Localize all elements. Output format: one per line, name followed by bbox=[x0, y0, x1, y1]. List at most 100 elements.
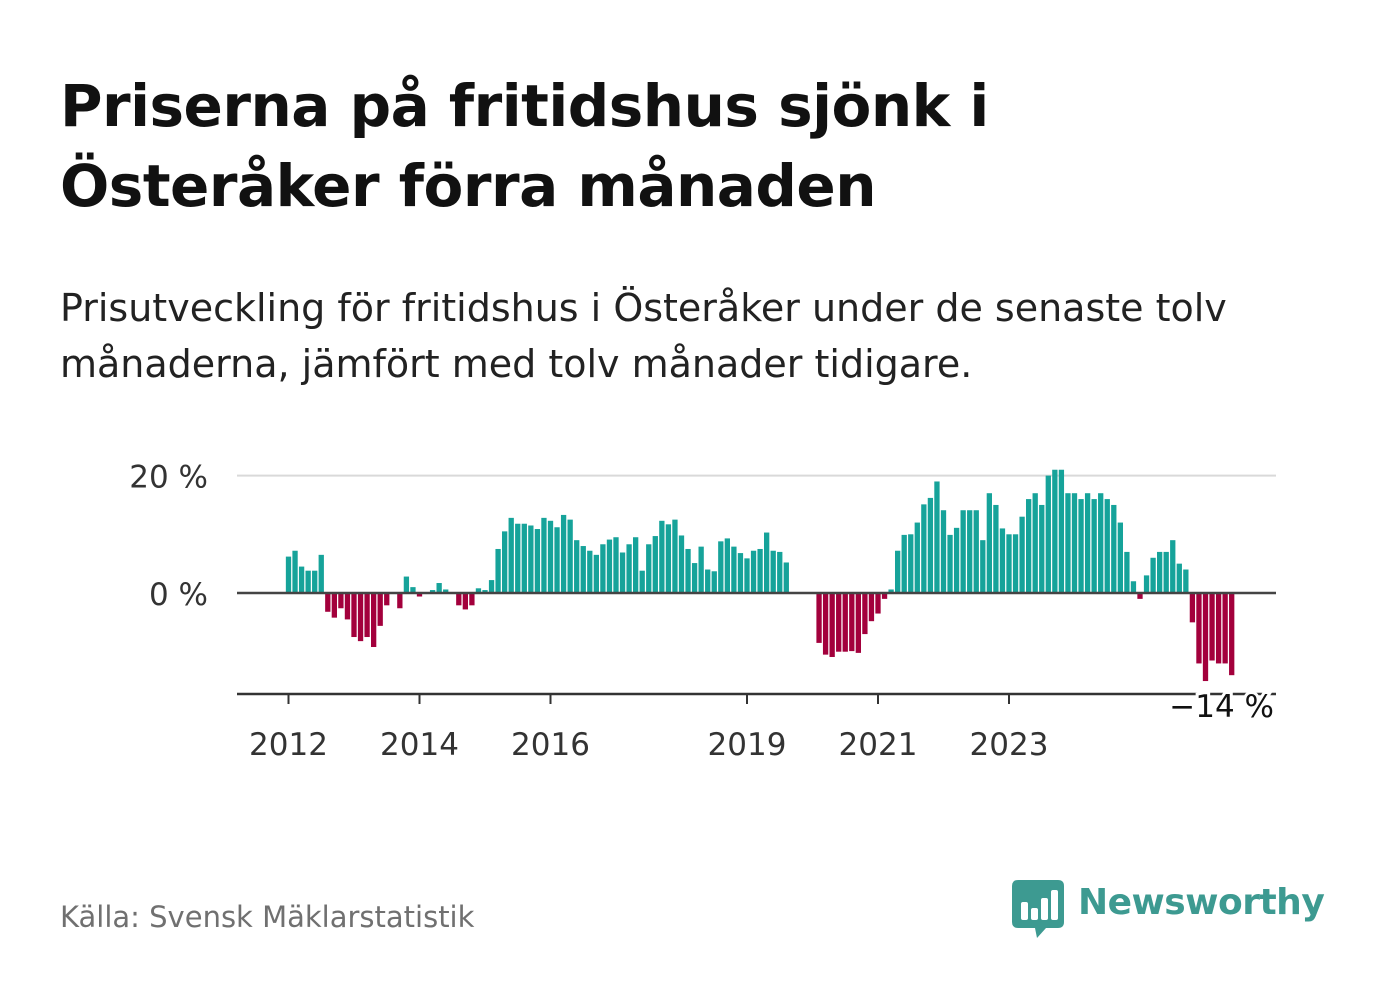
bar bbox=[646, 544, 652, 593]
bar bbox=[777, 551, 783, 593]
bar bbox=[770, 550, 776, 593]
bar bbox=[921, 504, 927, 593]
bar bbox=[515, 523, 521, 593]
bar bbox=[1130, 581, 1137, 593]
bar bbox=[1124, 551, 1130, 593]
bar bbox=[685, 548, 691, 593]
x-tick-label: 2016 bbox=[511, 727, 590, 763]
bar bbox=[462, 593, 468, 610]
bar bbox=[875, 593, 881, 614]
bar bbox=[1078, 499, 1084, 593]
bar bbox=[934, 481, 940, 593]
bar bbox=[672, 519, 678, 593]
x-tick-label: 2021 bbox=[839, 727, 918, 763]
y-tick-label: 20 % bbox=[129, 460, 208, 496]
bar bbox=[855, 593, 861, 653]
bar bbox=[757, 548, 763, 593]
x-tick-label: 2012 bbox=[249, 727, 328, 763]
bar bbox=[1111, 504, 1117, 593]
bar bbox=[469, 593, 475, 606]
bar bbox=[1045, 475, 1051, 593]
bar bbox=[1189, 593, 1196, 623]
bar bbox=[1150, 557, 1156, 593]
bar bbox=[1170, 540, 1176, 593]
bar bbox=[364, 593, 370, 638]
bar bbox=[705, 569, 711, 593]
bar bbox=[849, 593, 855, 652]
bar bbox=[410, 587, 416, 593]
bar bbox=[1026, 499, 1032, 593]
bar bbox=[560, 514, 567, 593]
bar bbox=[541, 517, 547, 593]
x-tick-label: 2019 bbox=[708, 727, 787, 763]
bar bbox=[842, 593, 848, 652]
bar bbox=[619, 552, 626, 593]
bar bbox=[1196, 593, 1202, 664]
bar bbox=[895, 550, 901, 593]
bar bbox=[665, 524, 672, 593]
newsworthy-brand[interactable]: Newsworthy bbox=[1010, 878, 1325, 940]
bar bbox=[1098, 493, 1104, 593]
bar bbox=[338, 593, 344, 609]
bar bbox=[1039, 504, 1045, 593]
bar bbox=[456, 593, 462, 606]
x-tick-label: 2014 bbox=[380, 727, 459, 763]
bar bbox=[285, 556, 292, 593]
bar bbox=[397, 593, 403, 609]
bar bbox=[495, 548, 501, 593]
bar bbox=[574, 540, 580, 593]
bar bbox=[600, 544, 606, 593]
bar bbox=[436, 583, 442, 593]
bar bbox=[1163, 551, 1169, 593]
last-value-label: −14 % bbox=[1169, 689, 1274, 725]
bar bbox=[351, 593, 357, 638]
bar bbox=[567, 519, 573, 593]
bar bbox=[967, 510, 973, 593]
bar bbox=[888, 589, 894, 593]
bar bbox=[626, 544, 632, 593]
x-tick-label: 2023 bbox=[970, 727, 1049, 763]
bar bbox=[1143, 575, 1150, 593]
bar bbox=[357, 593, 364, 642]
bar bbox=[331, 593, 337, 618]
bar bbox=[1012, 534, 1019, 593]
bar bbox=[691, 563, 698, 593]
bar bbox=[298, 566, 305, 593]
bar bbox=[384, 593, 390, 606]
bar bbox=[1058, 469, 1065, 593]
bar bbox=[305, 570, 311, 593]
bar bbox=[416, 593, 423, 597]
bar bbox=[1006, 534, 1012, 593]
bar bbox=[502, 531, 508, 593]
bar bbox=[633, 537, 639, 593]
bar bbox=[1052, 469, 1058, 593]
bar bbox=[1209, 593, 1215, 661]
bar bbox=[325, 593, 331, 612]
bar bbox=[475, 588, 482, 593]
bar bbox=[836, 593, 842, 652]
bar bbox=[606, 539, 613, 593]
bar bbox=[652, 536, 658, 593]
bar bbox=[862, 593, 868, 635]
bar bbox=[1215, 593, 1222, 664]
bar bbox=[1117, 522, 1123, 593]
bar bbox=[973, 510, 979, 593]
bar bbox=[318, 554, 324, 593]
brand-name: Newsworthy bbox=[1078, 881, 1325, 923]
bar bbox=[724, 538, 730, 593]
bar bbox=[914, 522, 920, 593]
bar bbox=[403, 576, 410, 593]
bar bbox=[764, 532, 770, 593]
bar bbox=[1157, 551, 1163, 593]
bar bbox=[547, 520, 554, 593]
bar bbox=[1176, 563, 1182, 593]
bar bbox=[521, 523, 527, 593]
bar bbox=[960, 510, 966, 593]
bar bbox=[822, 593, 829, 655]
y-tick-label: 0 % bbox=[149, 577, 208, 613]
page-title: Priserna på fritidshus sjönk i Österåker… bbox=[60, 72, 989, 220]
bar bbox=[377, 593, 383, 626]
source-note: Källa: Svensk Mäklarstatistik bbox=[60, 900, 475, 934]
bar bbox=[292, 550, 298, 593]
